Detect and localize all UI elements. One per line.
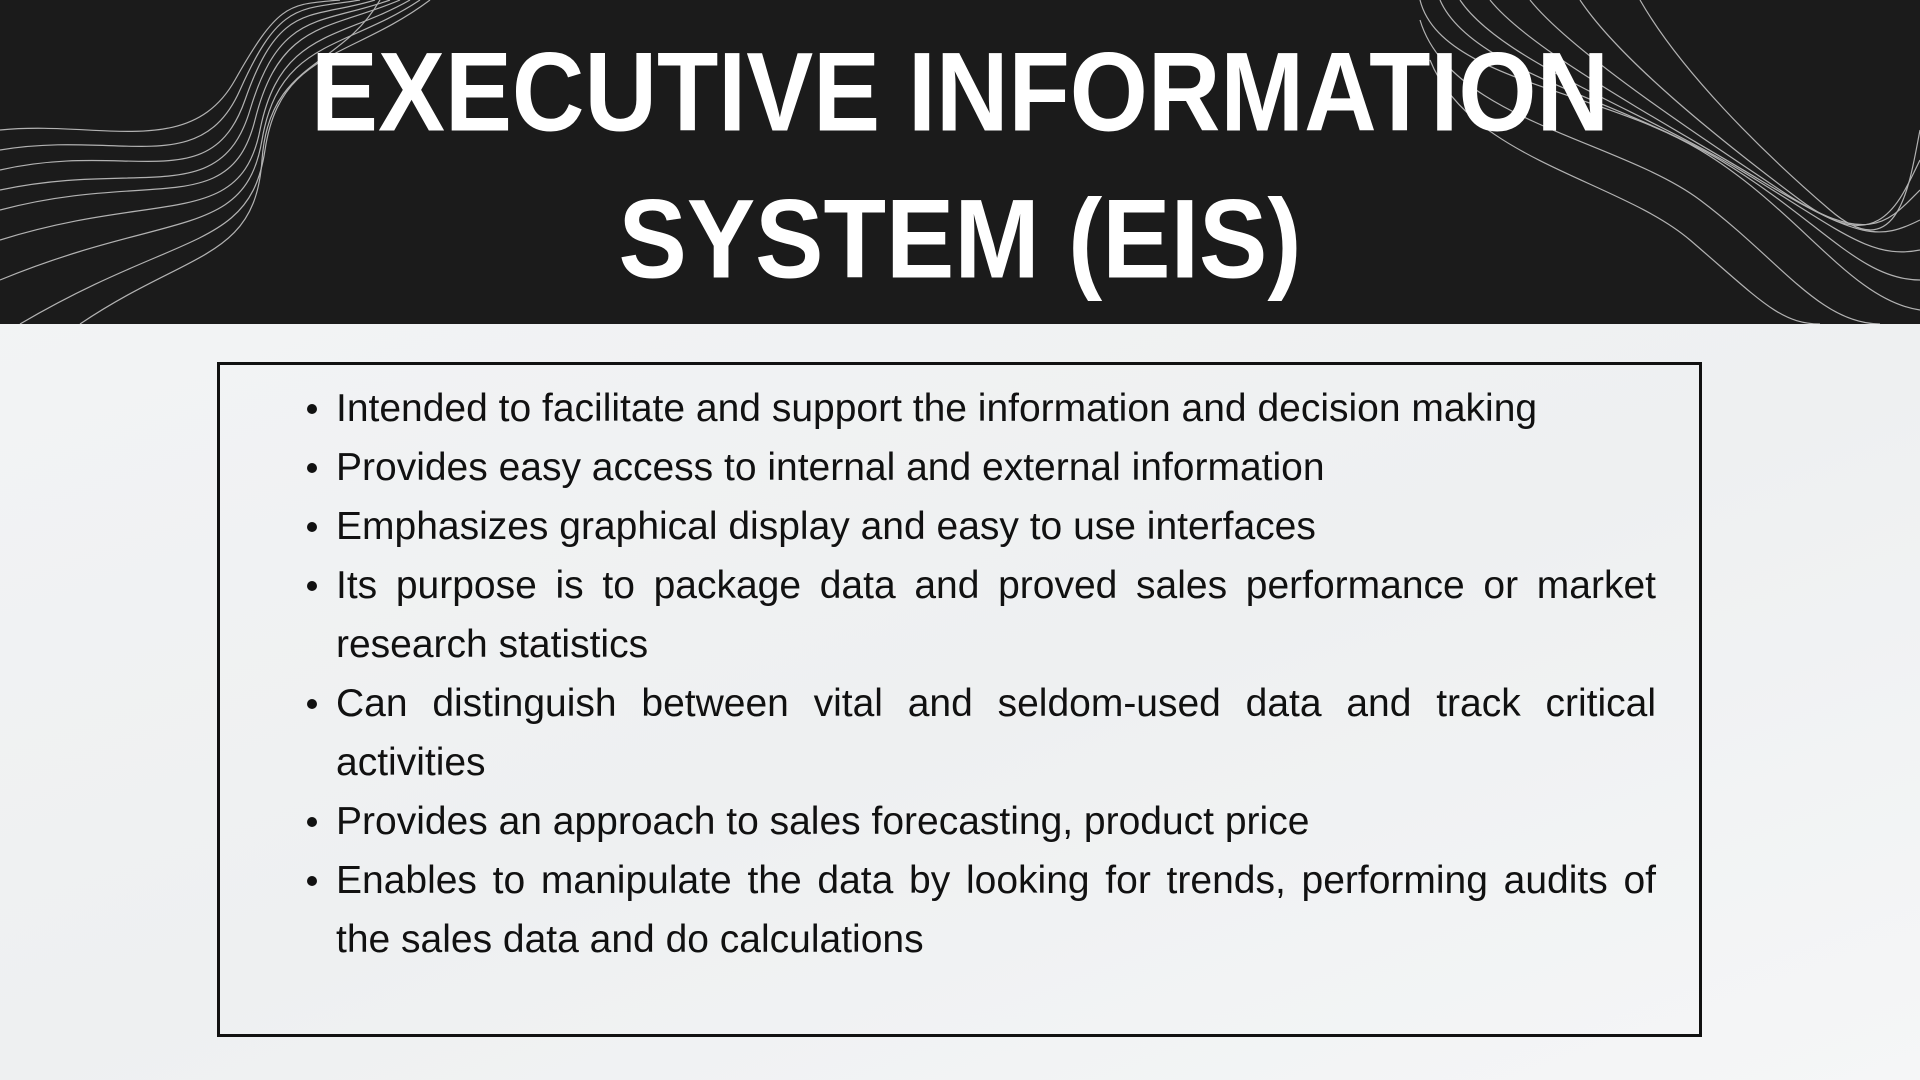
- bullet-item: Emphasizes graphical display and easy to…: [307, 497, 1656, 556]
- header-art: EXECUTIVE INFORMATION SYSTEM (EIS): [0, 0, 1920, 324]
- bullet-item: Provides easy access to internal and ext…: [307, 438, 1656, 497]
- bullet-item: Enables to manipulate the data by lookin…: [307, 851, 1656, 969]
- bullet-item: Its purpose is to package data and prove…: [307, 556, 1656, 674]
- header: EXECUTIVE INFORMATION SYSTEM (EIS): [0, 0, 1920, 324]
- bullet-list: Intended to facilitate and support the i…: [220, 365, 1699, 969]
- bullet-item: Can distinguish between vital and seldom…: [307, 674, 1656, 792]
- title-line: EXECUTIVE INFORMATION: [311, 30, 1609, 155]
- content-box: Intended to facilitate and support the i…: [217, 362, 1702, 1037]
- title-line: SYSTEM (EIS): [619, 177, 1302, 302]
- bullet-item: Provides an approach to sales forecastin…: [307, 792, 1656, 851]
- wave-lines-left: [0, 0, 431, 324]
- wave-lines-right: [1419, 0, 1920, 324]
- bullet-item: Intended to facilitate and support the i…: [307, 379, 1656, 438]
